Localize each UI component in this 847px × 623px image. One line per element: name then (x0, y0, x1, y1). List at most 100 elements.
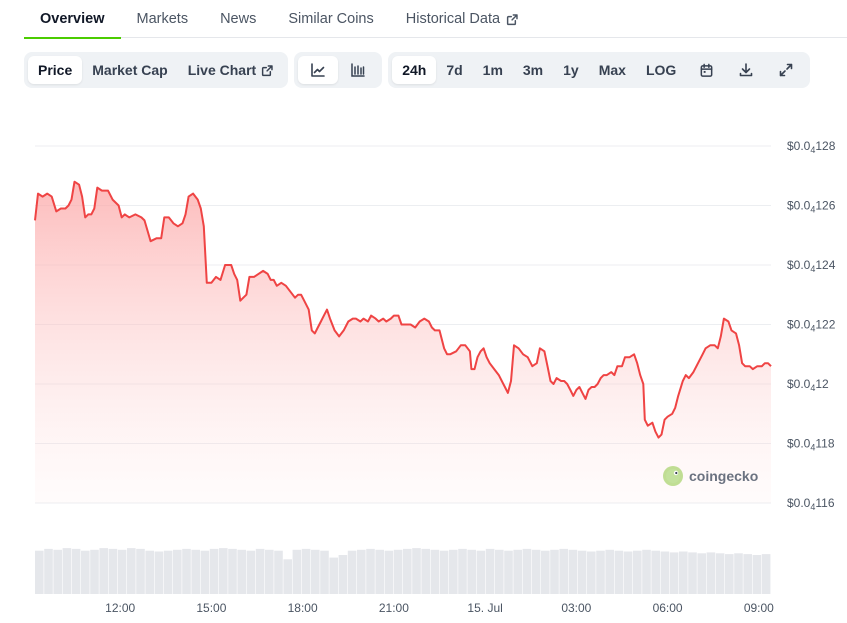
volume-bar (154, 551, 164, 594)
tab-news[interactable]: News (204, 0, 272, 38)
button-label: Live Chart (187, 62, 257, 78)
volume-bar (301, 548, 311, 594)
volume-bar (467, 549, 476, 594)
volume-bar (237, 549, 246, 594)
live-chart-button[interactable]: Live Chart (178, 56, 284, 84)
coingecko-watermark: coingecko (663, 466, 758, 486)
volume-bar (660, 551, 670, 594)
volume-bar (504, 550, 513, 594)
volume-bar (715, 553, 725, 594)
tab-overview[interactable]: Overview (24, 0, 121, 39)
volume-bar (577, 550, 587, 594)
chart-type-group: Price Market Cap Live Chart (24, 52, 289, 88)
volume-bar (761, 554, 771, 594)
volume-bar (127, 548, 136, 594)
volume-bar (81, 550, 90, 594)
volume-bar (559, 548, 568, 594)
tab-label: Overview (40, 11, 105, 27)
calendar-icon[interactable] (686, 56, 726, 84)
line-chart-icon[interactable] (298, 56, 339, 84)
volume-bar (347, 550, 357, 594)
volume-bar (191, 549, 200, 594)
x-tick-label: 06:00 (653, 601, 683, 615)
tab-label: News (220, 11, 257, 27)
price-area-fill (35, 181, 771, 503)
volume-bar (265, 549, 274, 594)
volume-bar (697, 553, 706, 594)
volume-bar (44, 548, 53, 594)
chart-toolbar: Price Market Cap Live Chart 24h 7d 1m 3m 1y Max… (24, 52, 811, 88)
x-tick-label: 15. Jul (467, 601, 502, 615)
volume-bar (246, 550, 256, 594)
volume-bar (550, 549, 559, 594)
range-1m-button[interactable]: 1m (482, 62, 503, 78)
x-axis: 12:00 15:00 18:00 21:00 15. Jul 03:00 06:00 09:… (105, 601, 774, 615)
range-3m-button[interactable]: 3m (522, 62, 544, 78)
volume-bar (439, 550, 449, 594)
volume-bar (752, 555, 762, 594)
download-icon[interactable] (726, 56, 766, 84)
volume-bar (320, 550, 329, 594)
range-max-button[interactable]: Max (598, 62, 626, 78)
candlestick-chart-icon[interactable] (338, 56, 378, 84)
volume-bar (219, 548, 228, 594)
volume-bar (200, 550, 210, 594)
volume-bar (90, 549, 99, 594)
volume-bar (734, 553, 743, 594)
volume-bar (136, 548, 145, 594)
volume-bar (743, 554, 752, 594)
volume-bar (430, 549, 440, 594)
range-24h-button[interactable]: 24h (392, 56, 437, 84)
volume-bar (587, 551, 596, 594)
tab-markets[interactable]: Markets (121, 0, 205, 38)
coingecko-logo-icon (663, 466, 683, 486)
volume-bar (173, 549, 182, 594)
volume-bar (71, 548, 81, 594)
price-button[interactable]: Price (28, 56, 83, 84)
volume-bar (623, 551, 633, 594)
volume-bar (458, 548, 467, 594)
range-log-button[interactable]: LOG (645, 62, 677, 78)
market-cap-button[interactable]: Market Cap (82, 56, 177, 84)
tab-label: Historical Data (405, 11, 501, 27)
y-axis: $0.04128 $0.04126 $0.04124 $0.04122 $0.0412 $… (787, 139, 836, 512)
volume-bar (145, 550, 154, 594)
volume-bar (688, 552, 697, 594)
range-7d-button[interactable]: 7d (446, 62, 463, 78)
volume-bar (679, 551, 688, 594)
volume-bar (357, 549, 366, 594)
y-tick-label: $0.04116 (787, 496, 835, 512)
y-tick-label: $0.04128 (787, 139, 836, 155)
volume-bar (642, 549, 651, 594)
volume-bar (384, 550, 394, 594)
range-1y-button[interactable]: 1y (563, 62, 579, 78)
button-label: Price (38, 62, 73, 78)
volume-bar (412, 548, 421, 594)
volume-bar (541, 550, 550, 594)
volume-bar (614, 550, 624, 594)
x-tick-label: 18:00 (288, 601, 318, 615)
volume-bar (62, 548, 72, 594)
button-label: Market Cap (92, 62, 168, 78)
volume-bar (292, 549, 302, 594)
tab-similar-coins[interactable]: Similar Coins (272, 0, 389, 38)
volume-bar (163, 550, 173, 594)
volume-bar (366, 548, 375, 594)
chart-style-group (294, 52, 383, 88)
volume-bar (633, 550, 642, 594)
x-tick-label: 21:00 (379, 601, 409, 615)
y-tick-label: $0.04124 (787, 258, 836, 274)
volume-bar (108, 548, 118, 594)
volume-bar (209, 548, 219, 594)
volume-bar (329, 557, 338, 594)
fullscreen-icon[interactable] (766, 56, 806, 84)
external-link-icon (506, 13, 519, 26)
external-link-icon (261, 64, 274, 77)
volume-bar (283, 559, 292, 594)
volume-bar (393, 549, 403, 594)
volume-bar (725, 554, 734, 594)
volume-bar (669, 552, 679, 594)
tab-historical-data[interactable]: Historical Data (390, 0, 535, 38)
volume-bar (99, 548, 108, 594)
